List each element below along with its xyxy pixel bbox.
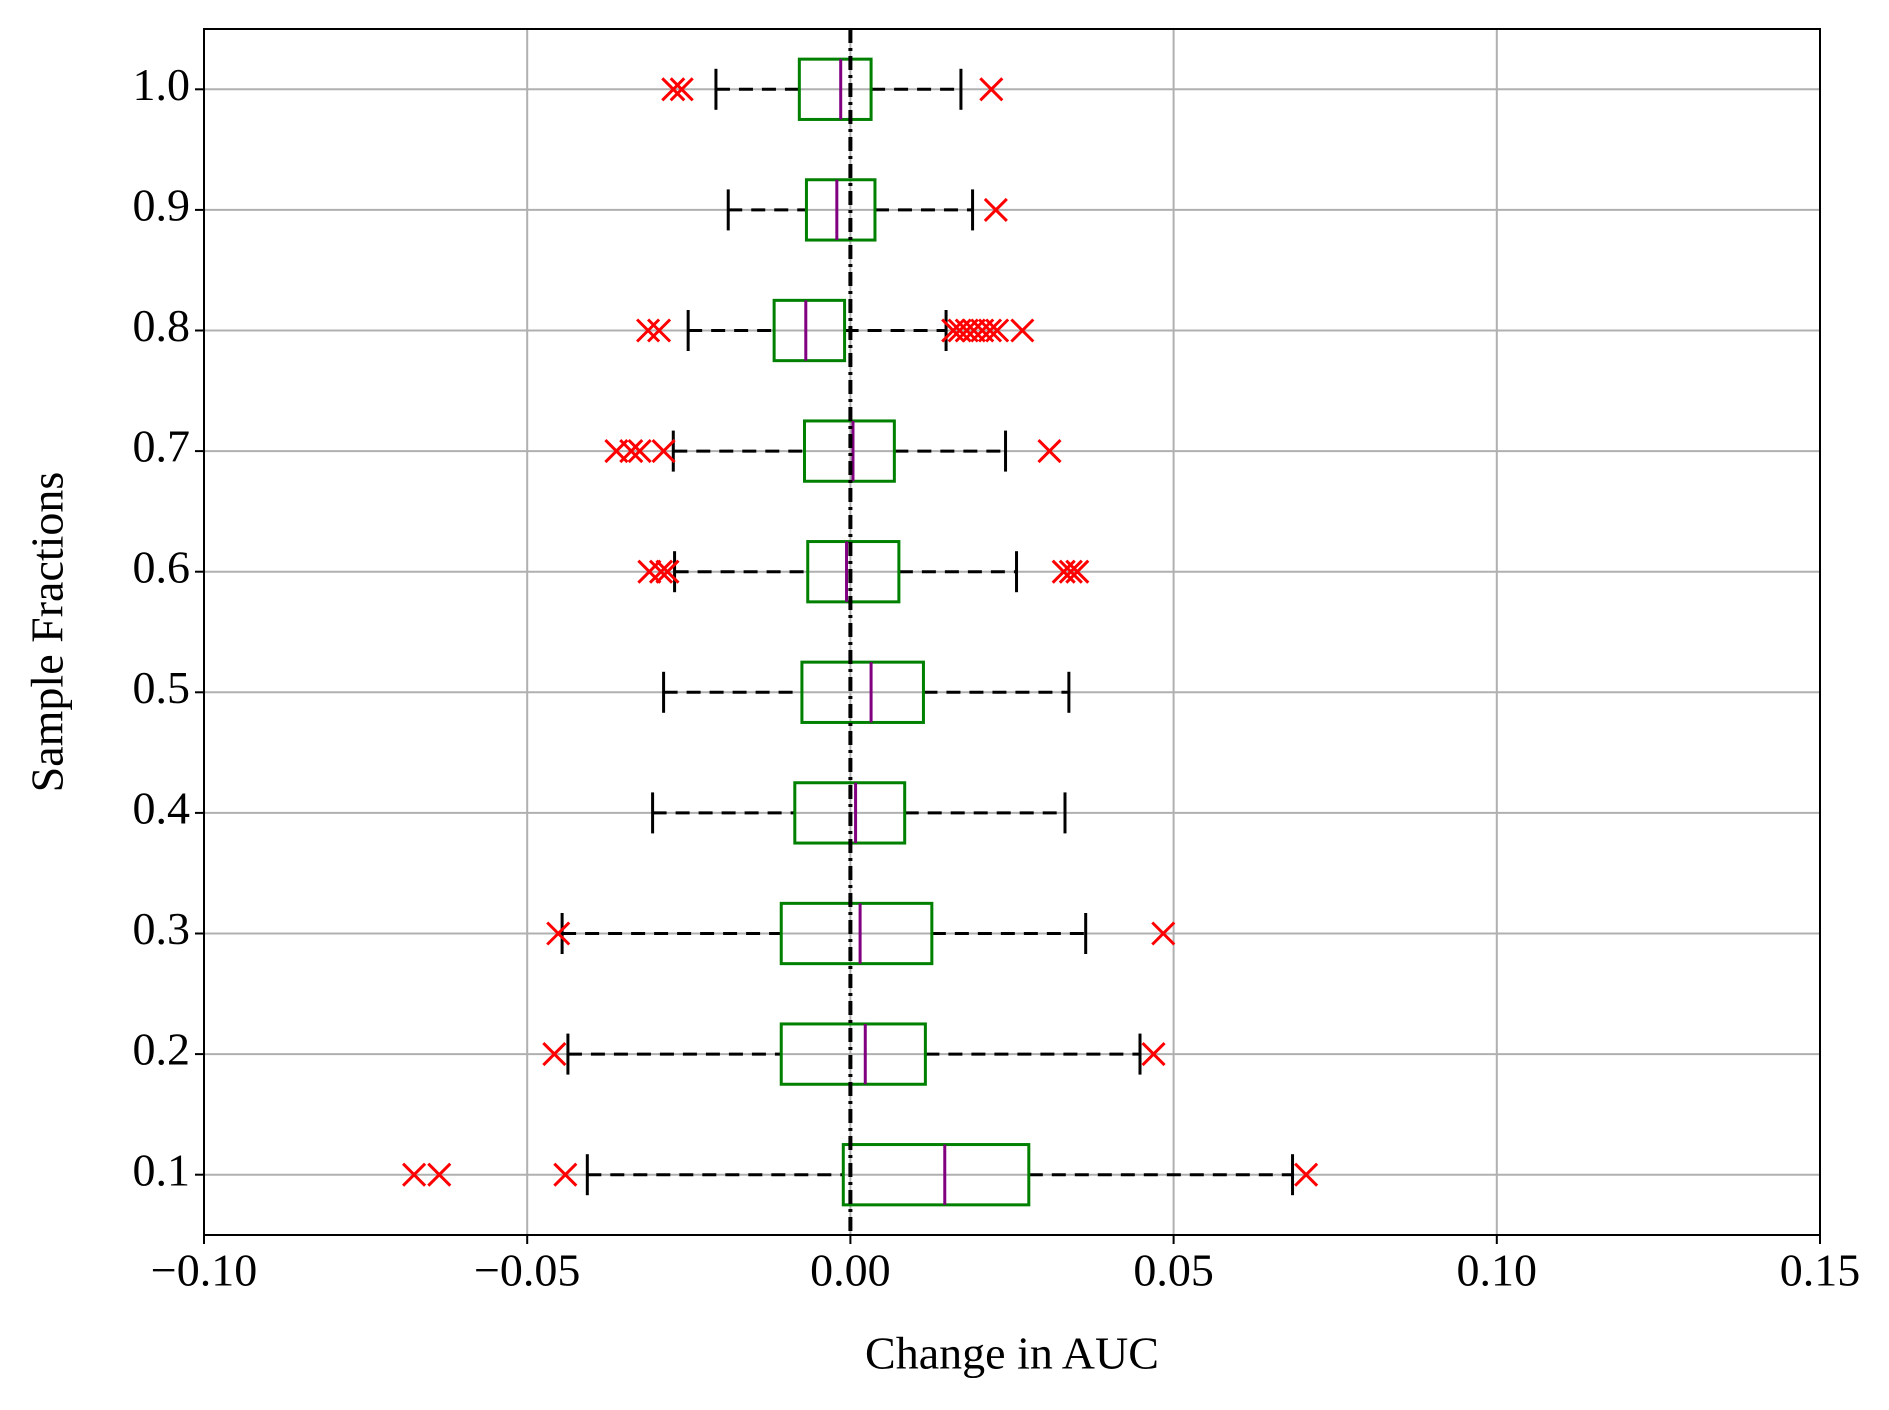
flier bbox=[1294, 1162, 1319, 1187]
flier bbox=[1151, 921, 1176, 946]
flier bbox=[977, 318, 1003, 343]
x-tick-label: 0.10 bbox=[1457, 1245, 1538, 1296]
flier bbox=[637, 559, 662, 584]
y-tick-label: 0.4 bbox=[133, 782, 191, 833]
y-tick-label: 0.1 bbox=[133, 1144, 191, 1195]
x-tick-label: 0.00 bbox=[810, 1245, 891, 1296]
flier bbox=[1141, 1042, 1166, 1067]
flier bbox=[427, 1162, 452, 1187]
flier bbox=[1037, 439, 1062, 464]
flier bbox=[402, 1162, 427, 1187]
y-tick-label: 1.0 bbox=[133, 59, 191, 110]
y-tick-label: 0.5 bbox=[133, 662, 191, 713]
flier bbox=[553, 1162, 578, 1187]
box bbox=[797, 57, 873, 121]
y-tick-label: 0.2 bbox=[133, 1024, 191, 1075]
y-axis-label: Sample Fractions bbox=[22, 472, 73, 793]
flier bbox=[983, 197, 1008, 222]
flier bbox=[619, 439, 644, 464]
flier bbox=[655, 559, 680, 584]
box bbox=[779, 1022, 927, 1086]
box bbox=[806, 540, 901, 604]
y-tick-label: 0.7 bbox=[133, 421, 191, 472]
x-tick-label: −0.05 bbox=[474, 1245, 580, 1296]
flier bbox=[661, 77, 686, 102]
flier bbox=[627, 439, 652, 464]
y-tick-label: 0.9 bbox=[133, 179, 191, 230]
box bbox=[804, 178, 877, 242]
box bbox=[800, 660, 925, 724]
flier bbox=[1058, 559, 1083, 584]
plot-frame bbox=[203, 28, 1821, 1236]
flier bbox=[651, 439, 676, 464]
flier bbox=[979, 77, 1004, 102]
box bbox=[779, 901, 934, 966]
y-tick-label: 0.3 bbox=[133, 903, 191, 954]
y-tick-label: 0.8 bbox=[133, 300, 191, 351]
x-tick-label: 0.05 bbox=[1133, 1245, 1214, 1296]
flier bbox=[1010, 318, 1035, 343]
flier bbox=[542, 1042, 567, 1067]
flier bbox=[636, 318, 661, 343]
flier bbox=[985, 318, 1010, 343]
x-tick-label: 0.15 bbox=[1780, 1245, 1861, 1296]
flier bbox=[546, 921, 571, 946]
flier bbox=[1065, 559, 1090, 584]
flier bbox=[647, 318, 672, 343]
y-tick-label: 0.6 bbox=[133, 541, 191, 592]
box bbox=[772, 298, 847, 363]
flier bbox=[648, 559, 674, 584]
x-axis-label: Change in AUC bbox=[865, 1328, 1159, 1379]
box bbox=[841, 1143, 1031, 1207]
x-tick-label: −0.10 bbox=[151, 1245, 257, 1296]
flier bbox=[669, 77, 694, 102]
